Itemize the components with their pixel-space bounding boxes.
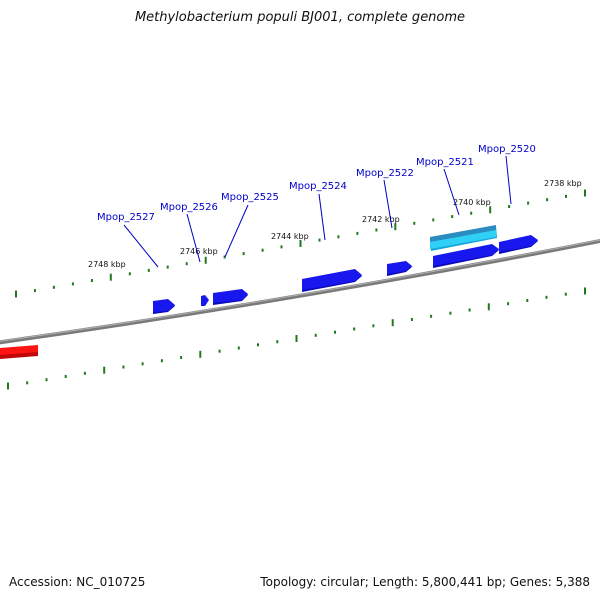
scale-label-2738: 2738 kbp bbox=[544, 179, 582, 188]
leader-line-2522 bbox=[383, 179, 393, 229]
gene-mpop-2524[interactable] bbox=[302, 269, 362, 292]
gene-red[interactable] bbox=[0, 345, 38, 359]
accession-text: Accession: NC_010725 bbox=[9, 575, 146, 589]
gene-label-mpop-2526[interactable]: Mpop_2526 bbox=[160, 202, 218, 213]
gene-mpop-2521[interactable] bbox=[433, 244, 499, 268]
leader-line-2527 bbox=[123, 224, 159, 268]
scale-label-2746: 2746 kbp bbox=[180, 247, 218, 256]
genome-backbone bbox=[0, 238, 600, 345]
scale-label-2748: 2748 kbp bbox=[88, 260, 126, 269]
gene-mpop-2520[interactable] bbox=[499, 235, 538, 254]
genome-summary-text: Topology: circular; Length: 5,800,441 bp… bbox=[260, 575, 590, 589]
leader-line-2526 bbox=[186, 213, 201, 263]
gene-label-mpop-2527[interactable]: Mpop_2527 bbox=[97, 212, 155, 223]
gene-label-mpop-2521[interactable]: Mpop_2521 bbox=[416, 157, 474, 168]
gene-mpop-2525[interactable] bbox=[213, 289, 248, 305]
gene-mpop-2522[interactable] bbox=[387, 261, 412, 276]
gene-label-mpop-2524[interactable]: Mpop_2524 bbox=[289, 181, 347, 192]
scale-label-2740: 2740 kbp bbox=[453, 198, 491, 207]
gene-label-mpop-2520[interactable]: Mpop_2520 bbox=[478, 144, 536, 155]
tick-row-upper bbox=[15, 189, 586, 298]
gene-label-mpop-2525[interactable]: Mpop_2525 bbox=[221, 192, 279, 203]
gene-highlighted[interactable] bbox=[430, 225, 497, 251]
leader-line-2520 bbox=[505, 155, 512, 205]
leader-line-2521 bbox=[443, 168, 460, 216]
scale-label-2744: 2744 kbp bbox=[271, 232, 309, 241]
leader-line-2524 bbox=[318, 193, 326, 241]
map-title: Methylobacterium populi BJ001, complete … bbox=[134, 10, 466, 25]
leader-line-2525 bbox=[224, 204, 249, 258]
scale-label-2742: 2742 kbp bbox=[362, 215, 400, 224]
gene-mpop-2526[interactable] bbox=[201, 295, 209, 306]
gene-mpop-2527[interactable] bbox=[153, 299, 175, 314]
gene-label-mpop-2522[interactable]: Mpop_2522 bbox=[356, 168, 414, 179]
genome-backbone-highlight bbox=[0, 239, 600, 342]
tick-row-lower bbox=[7, 287, 586, 390]
